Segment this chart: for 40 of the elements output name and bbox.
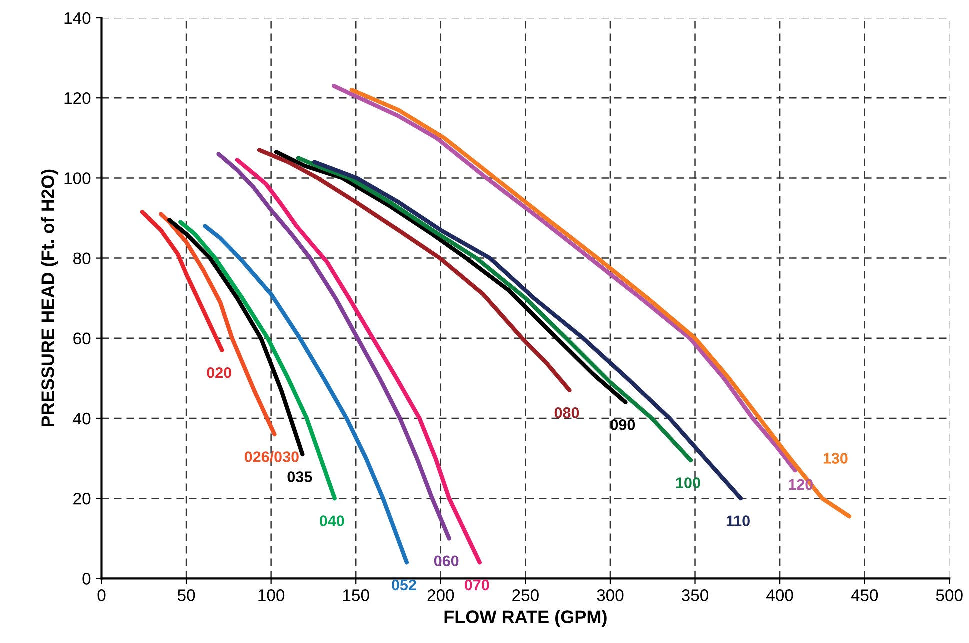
line-series <box>274 150 628 405</box>
y-tick-label: 60 <box>74 332 91 345</box>
y-tick-label: 80 <box>74 252 91 265</box>
x-tick-label: 500 <box>936 590 963 602</box>
series-label: 026/030 <box>244 451 299 463</box>
y-axis-title: PRESSURE HEAD (Ft. of H2O) <box>41 170 58 427</box>
x-tick-label: 0 <box>98 590 106 602</box>
series-label: 035 <box>288 472 312 482</box>
series-label: 100 <box>676 478 700 488</box>
line-series <box>235 158 482 565</box>
line-series <box>159 212 277 437</box>
line-series <box>178 220 337 501</box>
series-label: 130 <box>824 453 848 464</box>
line-series <box>203 224 410 565</box>
series-label: 040 <box>320 516 344 526</box>
line-series <box>332 84 798 473</box>
x-axis-title: FLOW RATE (GPM) <box>444 610 607 628</box>
line-series <box>257 148 572 393</box>
line-series <box>312 160 744 501</box>
y-tick-label: 40 <box>73 412 91 425</box>
series-label: 070 <box>464 580 490 591</box>
x-tick-label: 300 <box>597 590 624 602</box>
x-tick-label: 100 <box>258 590 285 602</box>
x-tick-label: 400 <box>766 590 794 602</box>
x-tick-label: 200 <box>428 590 454 602</box>
y-tick-label: 0 <box>82 573 91 585</box>
y-tick-label: 100 <box>64 172 91 184</box>
line-series <box>140 210 224 352</box>
series-label: 020 <box>207 367 232 378</box>
y-tick-label: 120 <box>64 92 91 104</box>
series-label: 110 <box>726 516 750 526</box>
x-tick-label: 450 <box>851 590 878 602</box>
y-tick-label: 20 <box>74 493 91 505</box>
x-tick-label: 250 <box>512 590 539 602</box>
x-tick-label: 350 <box>682 590 709 602</box>
x-tick-label: 150 <box>343 590 370 602</box>
y-tick-label: 140 <box>64 12 91 24</box>
x-tick-label: 50 <box>178 590 196 602</box>
series-label: 052 <box>392 580 416 591</box>
series-label: 080 <box>554 408 580 418</box>
